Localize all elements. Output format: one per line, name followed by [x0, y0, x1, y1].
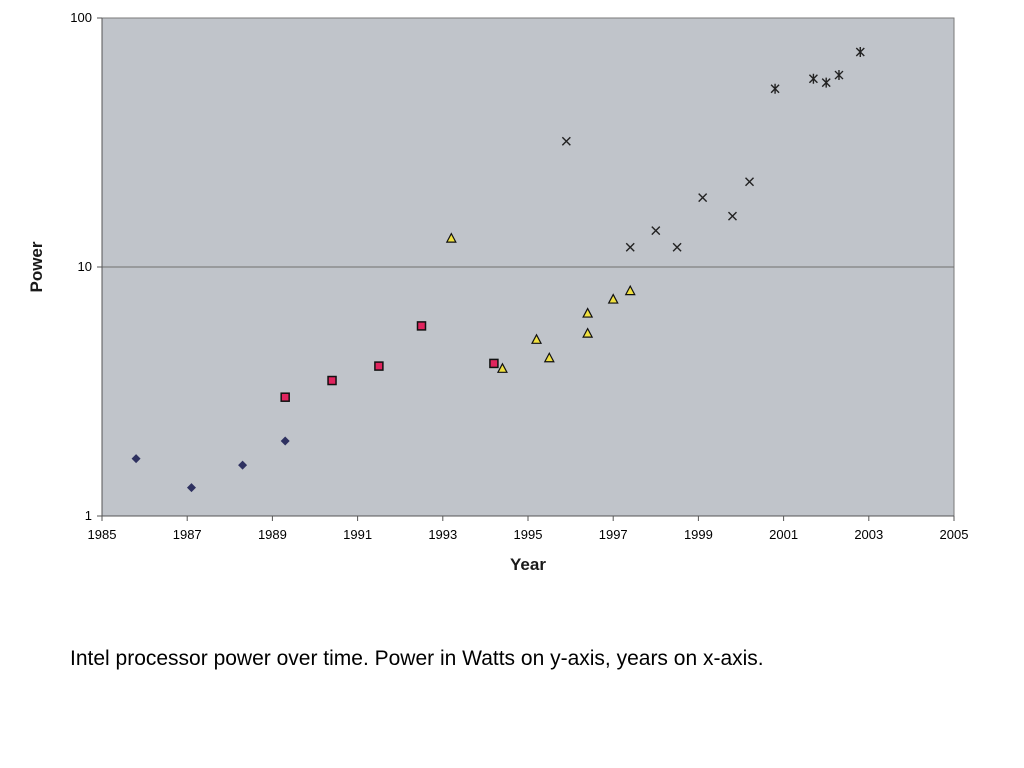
series-star: [770, 47, 865, 94]
star-marker: [821, 77, 831, 88]
x-tick-label: 1987: [173, 527, 202, 542]
square-marker: [416, 321, 427, 331]
series-x: [561, 136, 755, 252]
figure-caption: Intel processor power over time. Power i…: [70, 647, 764, 670]
x-marker: [672, 242, 682, 252]
star-marker: [808, 73, 818, 84]
x-marker: [625, 242, 635, 252]
x-tick-label: 1991: [343, 527, 372, 542]
y-tick-label: 10: [78, 259, 92, 274]
series-diamond: [131, 436, 290, 493]
triangle-marker: [496, 362, 508, 373]
x-marker: [561, 136, 571, 146]
diamond-marker: [186, 483, 196, 493]
x-tick-label: 1999: [684, 527, 713, 542]
scatter-chart: 1985 1987 1989 1991 1993 1995 1997 1999 2001 2003…: [27, 10, 969, 574]
square-marker: [489, 358, 499, 369]
star-marker: [834, 70, 844, 81]
triangle-marker: [624, 284, 636, 296]
y-axis-label: Power: [27, 241, 46, 292]
x-tick-label: 2001: [769, 527, 798, 542]
x-marker: [745, 177, 755, 187]
star-marker: [855, 47, 865, 58]
triangle-marker: [582, 327, 594, 338]
triangle-marker: [531, 333, 543, 344]
x-tick-label: 1993: [428, 527, 457, 542]
triangle-marker: [582, 307, 594, 318]
x-tick-label: 2005: [940, 527, 969, 542]
x-marker: [727, 211, 737, 221]
square-marker: [327, 375, 337, 386]
triangle-marker: [445, 232, 457, 243]
series-square: [280, 321, 499, 402]
y-axis-ticks: 1 10 100: [70, 10, 102, 523]
y-tick-label: 1: [85, 508, 92, 523]
series-triangle: [445, 232, 636, 373]
x-tick-label: 1997: [599, 527, 628, 542]
triangle-marker: [607, 293, 619, 304]
triangle-marker: [543, 351, 555, 363]
x-axis-label: Year: [510, 555, 546, 574]
square-marker: [280, 392, 290, 402]
x-tick-label: 1995: [514, 527, 543, 542]
square-marker: [374, 361, 384, 371]
x-tick-label: 1985: [88, 527, 117, 542]
x-marker: [651, 226, 661, 236]
diamond-marker: [238, 460, 248, 470]
x-tick-label: 2003: [854, 527, 883, 542]
diamond-marker: [280, 436, 290, 446]
diamond-marker: [131, 454, 141, 464]
data-points: [131, 47, 865, 493]
x-axis-ticks: 1985 1987 1989 1991 1993 1995 1997 1999 2001 2003…: [88, 516, 969, 542]
x-tick-label: 1989: [258, 527, 287, 542]
star-marker: [770, 83, 780, 94]
y-tick-label: 100: [70, 10, 92, 25]
x-marker: [698, 193, 708, 203]
